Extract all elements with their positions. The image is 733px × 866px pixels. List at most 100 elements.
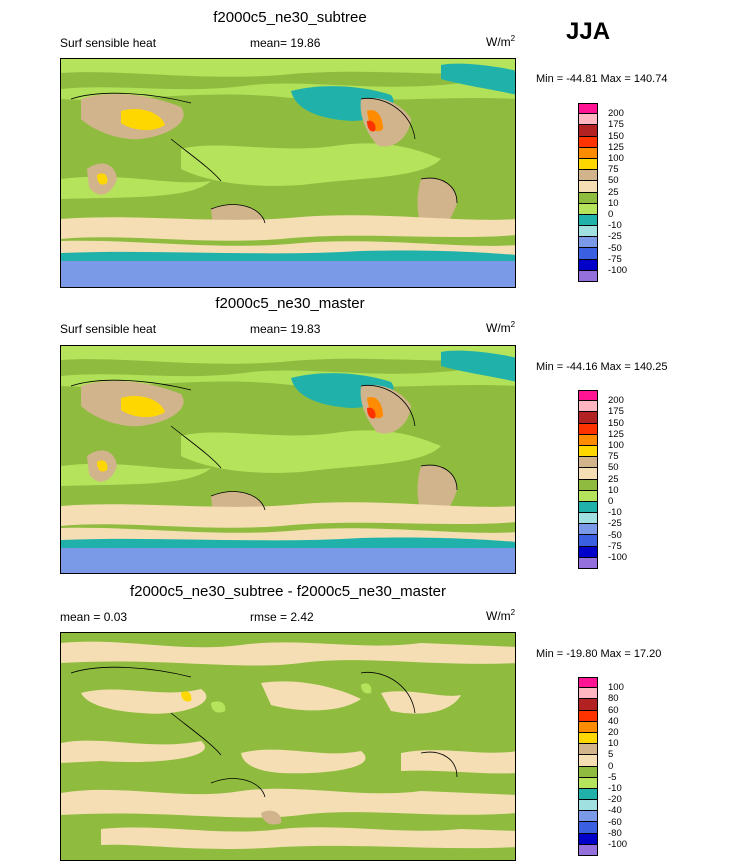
- panel-3-map: [60, 632, 516, 861]
- colorbar-tick-label: -10: [608, 783, 622, 794]
- colorbar-tick-label: 10: [608, 197, 619, 209]
- colorbar-swatch: [578, 557, 598, 569]
- panel-3-rmse-label: rmse = 2.42: [250, 610, 314, 624]
- colorbar-tick-label: 175: [608, 406, 624, 418]
- colorbar-swatch: [578, 103, 598, 115]
- colorbar-tick-label: -75: [608, 540, 622, 552]
- colorbar-panel-1: [578, 103, 598, 282]
- colorbar-tick-label: -75: [608, 253, 622, 265]
- panel-2-title: f2000c5_ne30_master: [215, 295, 365, 312]
- panel-3-minmax: Min = -19.80 Max = 17.20: [536, 648, 662, 660]
- colorbar-swatch: [578, 811, 598, 823]
- panel-2-map: [60, 345, 516, 574]
- colorbar-tick-label: 40: [608, 715, 619, 727]
- colorbar-swatch: [578, 114, 598, 126]
- colorbar-swatch: [578, 434, 598, 446]
- panel-1-title: f2000c5_ne30_subtree: [213, 9, 367, 26]
- colorbar-swatch: [578, 513, 598, 525]
- colorbar-swatch: [578, 401, 598, 413]
- colorbar-tick-label: -50: [608, 242, 622, 254]
- colorbar-swatch: [578, 390, 598, 402]
- colorbar-tick-label: 125: [608, 428, 624, 440]
- colorbar-tick-label: 100: [608, 440, 624, 451]
- colorbar-swatch: [578, 677, 598, 689]
- colorbar-swatch: [578, 721, 598, 733]
- colorbar-tick-label: 50: [608, 462, 619, 474]
- colorbar-tick-label: 200: [608, 395, 624, 407]
- colorbar-swatch: [578, 490, 598, 502]
- colorbar-tick-label: -25: [608, 231, 622, 243]
- colorbar-swatch: [578, 412, 598, 424]
- panel-2-units: W/m2: [486, 320, 516, 335]
- colorbar-tick-label: 175: [608, 119, 624, 131]
- panel-1-mean-label: mean= 19.86: [250, 36, 321, 50]
- colorbar-tick-label: 25: [608, 186, 619, 198]
- colorbar-tick-label: -40: [608, 805, 622, 817]
- colorbar-swatch: [578, 766, 598, 778]
- colorbar-panel-2: [578, 390, 598, 569]
- colorbar-swatch: [578, 445, 598, 458]
- colorbar-tick-label: -60: [608, 816, 622, 828]
- colorbar-swatch: [578, 158, 598, 171]
- colorbar-swatch: [578, 535, 598, 547]
- colorbar-swatch: [578, 214, 598, 227]
- colorbar-swatch: [578, 755, 598, 767]
- colorbar-tick-label: -25: [608, 518, 622, 530]
- colorbar-tick-label: -20: [608, 794, 622, 806]
- colorbar-swatch: [578, 833, 598, 845]
- colorbar-swatch: [578, 777, 598, 789]
- colorbar-tick-label: -100: [608, 839, 628, 850]
- colorbar-swatch: [578, 822, 598, 834]
- colorbar-swatch: [578, 248, 598, 260]
- colorbar-tick-label: 20: [608, 727, 619, 738]
- colorbar-tick-label: -100: [608, 265, 628, 276]
- colorbar-tick-label: -80: [608, 827, 622, 839]
- colorbar-swatch: [578, 468, 598, 480]
- panel-1-map: [60, 58, 516, 288]
- colorbar-tick-label: 100: [608, 682, 624, 694]
- colorbar-tick-label: -5: [608, 771, 617, 783]
- colorbar-tick-label: -100: [608, 552, 628, 563]
- colorbar-swatch: [578, 192, 598, 204]
- colorbar-tick-label: 75: [608, 164, 619, 176]
- season-label: JJA: [566, 18, 611, 45]
- colorbar-swatch: [578, 699, 598, 711]
- panel-3-title: f2000c5_ne30_subtree - f2000c5_ne30_mast…: [129, 583, 447, 600]
- colorbar-swatch: [578, 203, 598, 215]
- colorbar-swatch: [578, 136, 598, 148]
- colorbar-swatch: [578, 147, 598, 159]
- colorbar-swatch: [578, 125, 598, 137]
- colorbar-swatch: [578, 688, 598, 700]
- panel-1-variable-label: Surf sensible heat: [60, 36, 157, 50]
- colorbar-tick-label: 0: [608, 496, 614, 507]
- colorbar-swatch: [578, 844, 598, 856]
- panel-1-units: W/m2: [486, 34, 516, 49]
- colorbar-tick-label: 200: [608, 108, 624, 120]
- colorbar-tick-label: 150: [608, 130, 624, 142]
- colorbar-tick-label: 80: [608, 693, 619, 705]
- colorbar-panel-3: [578, 677, 598, 856]
- colorbar-swatch: [578, 259, 598, 271]
- colorbar-swatch: [578, 501, 598, 514]
- colorbar-swatch: [578, 732, 598, 745]
- colorbar-tick-label: -10: [608, 507, 622, 519]
- panel-2-minmax: Min = -44.16 Max = 140.25: [536, 361, 668, 373]
- colorbar-swatch: [578, 710, 598, 722]
- colorbar-swatch: [578, 744, 598, 756]
- panel-3-units: W/m2: [486, 608, 516, 623]
- colorbar-swatch: [578, 237, 598, 249]
- colorbar-swatch: [578, 270, 598, 282]
- panel-2-mean-label: mean= 19.83: [250, 322, 321, 336]
- colorbar-tick-label: 0: [608, 209, 614, 220]
- colorbar-tick-label: -10: [608, 220, 622, 232]
- panel-1-minmax: Min = -44.81 Max = 140.74: [536, 73, 668, 85]
- colorbar-tick-label: 5: [608, 749, 614, 761]
- colorbar-swatch: [578, 788, 598, 801]
- colorbar-tick-label: 10: [608, 484, 619, 496]
- colorbar-swatch: [578, 546, 598, 558]
- colorbar-tick-label: 60: [608, 704, 619, 716]
- colorbar-tick-label: 10: [608, 738, 619, 750]
- colorbar-swatch: [578, 800, 598, 812]
- colorbar-tick-label: 75: [608, 451, 619, 463]
- colorbar-swatch: [578, 479, 598, 491]
